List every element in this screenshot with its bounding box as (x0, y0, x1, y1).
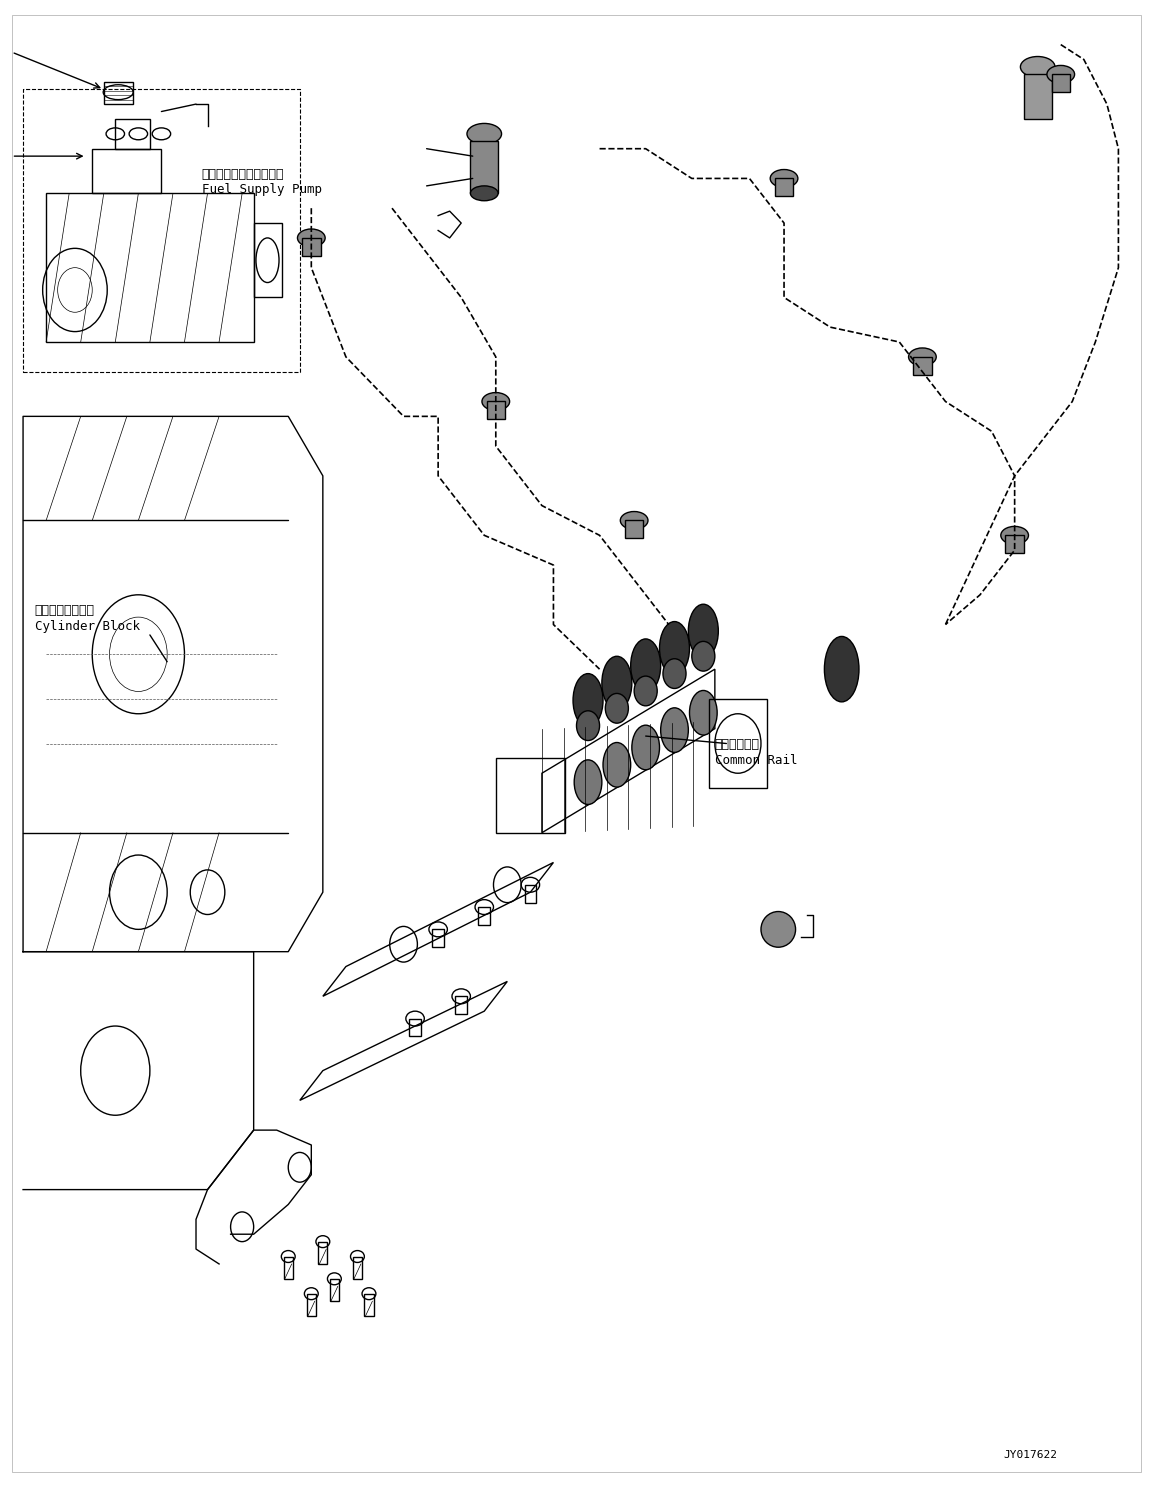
Ellipse shape (660, 622, 689, 675)
Ellipse shape (605, 693, 628, 723)
Bar (525, 885, 536, 903)
Ellipse shape (576, 711, 600, 741)
Bar (432, 929, 444, 947)
Bar (307, 1294, 316, 1316)
Ellipse shape (602, 656, 632, 709)
Text: Fuel Supply Pump: Fuel Supply Pump (202, 183, 322, 196)
Bar (92, 149, 161, 193)
Bar (1052, 74, 1070, 92)
Bar (478, 907, 490, 925)
Ellipse shape (1020, 57, 1055, 77)
Ellipse shape (470, 186, 498, 201)
Bar (46, 193, 254, 342)
Ellipse shape (761, 912, 796, 947)
Bar (330, 1279, 339, 1301)
Bar (1005, 535, 1024, 553)
Text: コモンレール: コモンレール (715, 738, 760, 751)
Bar (409, 1019, 421, 1036)
Ellipse shape (574, 760, 602, 804)
Ellipse shape (689, 690, 717, 735)
Text: シリンダブロック: シリンダブロック (35, 604, 95, 617)
Ellipse shape (661, 708, 688, 752)
Bar (284, 1257, 293, 1279)
Ellipse shape (573, 674, 603, 727)
Bar (487, 401, 505, 419)
Bar (353, 1257, 362, 1279)
Bar (625, 520, 643, 538)
Ellipse shape (663, 659, 686, 688)
Bar (775, 178, 793, 196)
Ellipse shape (770, 170, 798, 187)
Ellipse shape (692, 641, 715, 671)
Bar (302, 238, 321, 256)
Ellipse shape (631, 639, 661, 693)
Bar (115, 119, 150, 149)
Bar (254, 223, 282, 297)
Ellipse shape (909, 348, 936, 366)
Bar (1024, 74, 1052, 119)
Ellipse shape (467, 123, 502, 144)
Text: JY017622: JY017622 (1003, 1450, 1057, 1460)
Ellipse shape (632, 726, 660, 770)
Ellipse shape (824, 636, 859, 702)
Polygon shape (542, 669, 715, 833)
Bar (455, 996, 467, 1014)
Bar (709, 699, 767, 788)
Ellipse shape (297, 229, 325, 247)
Ellipse shape (620, 512, 648, 529)
Ellipse shape (1047, 65, 1075, 83)
Polygon shape (323, 862, 553, 996)
Ellipse shape (688, 604, 718, 657)
Bar (496, 758, 565, 833)
Ellipse shape (634, 677, 657, 706)
Bar (364, 1294, 374, 1316)
Bar (318, 1242, 327, 1264)
Bar (470, 141, 498, 193)
Ellipse shape (482, 393, 510, 410)
Bar (913, 357, 932, 375)
Polygon shape (300, 981, 507, 1100)
Text: Cylinder Block: Cylinder Block (35, 620, 140, 633)
Bar (23, 89, 300, 372)
Text: フェエルサプライボンプ: フェエルサプライボンプ (202, 168, 285, 181)
Bar (104, 82, 133, 104)
Ellipse shape (1001, 526, 1028, 544)
Text: Common Rail: Common Rail (715, 754, 798, 767)
Ellipse shape (603, 742, 631, 787)
